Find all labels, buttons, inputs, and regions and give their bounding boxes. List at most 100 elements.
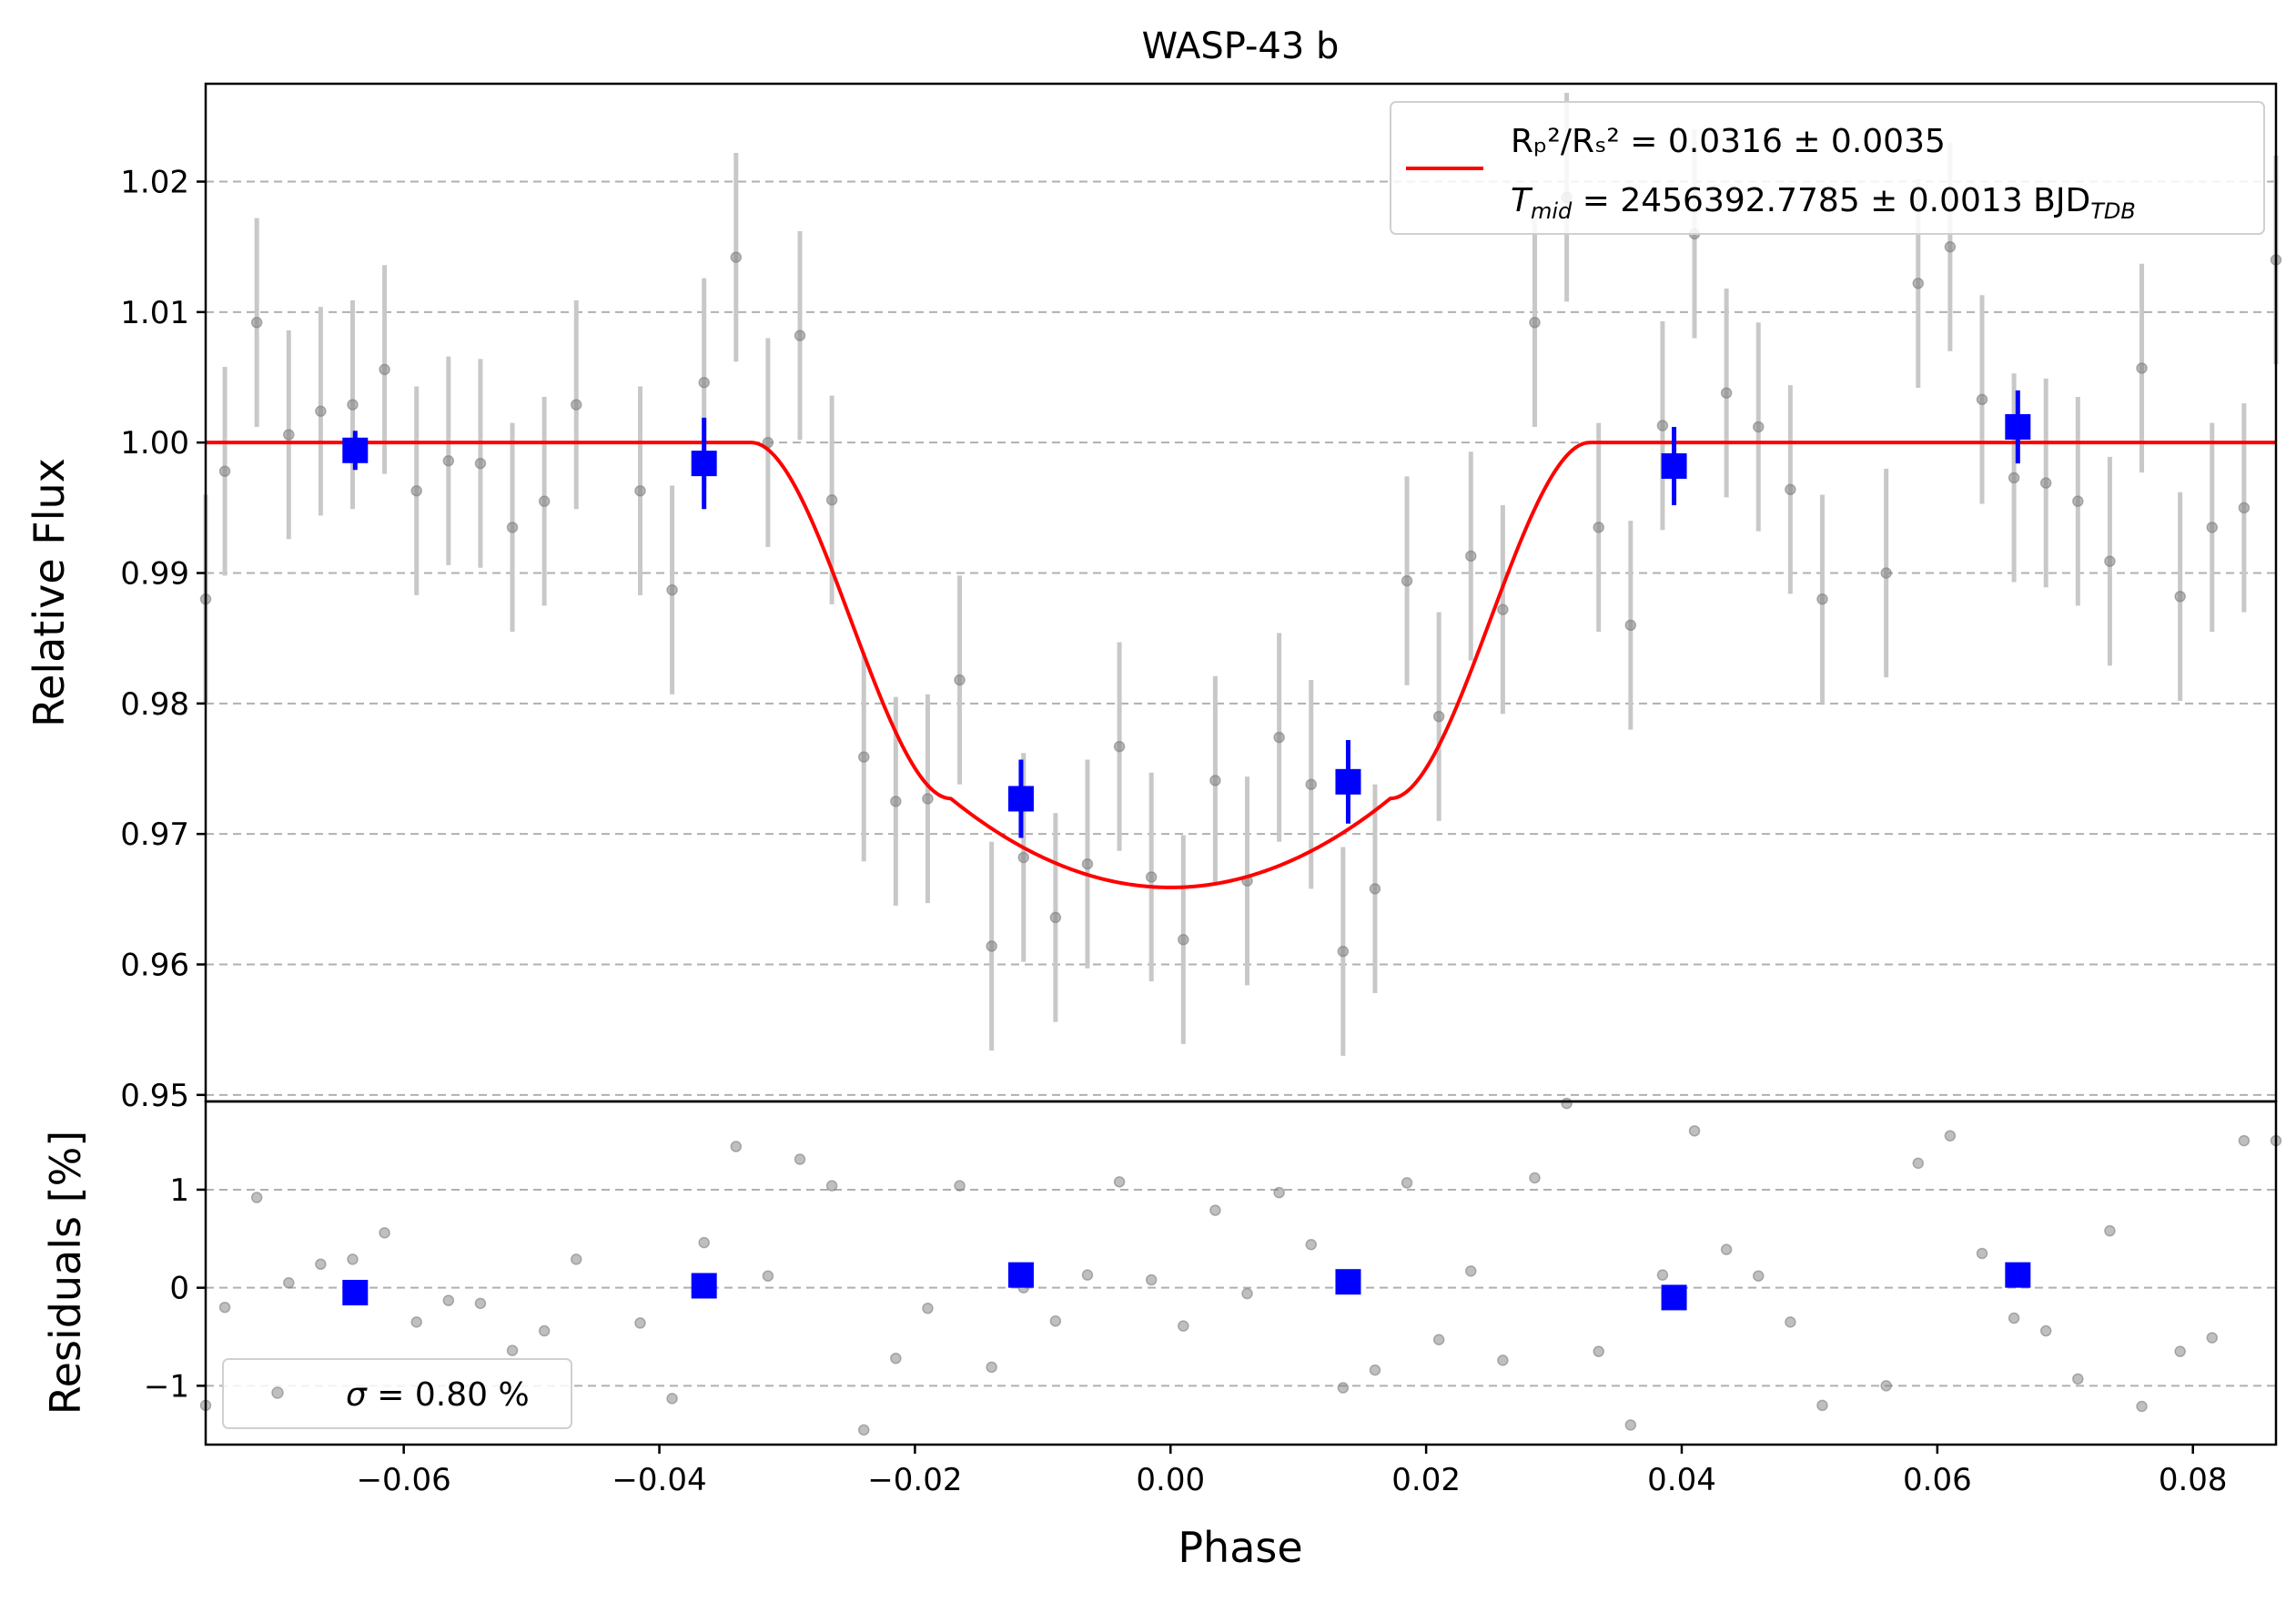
residual-data-point — [1241, 1287, 1253, 1300]
flux-data-point — [2008, 472, 2020, 484]
residual-data-point — [890, 1352, 902, 1365]
flux-data-point — [379, 363, 390, 376]
flux-data-point — [1401, 574, 1413, 587]
binned-residual-point — [2005, 1262, 2031, 1288]
residual-data-point — [954, 1180, 966, 1192]
residual-data-point — [1465, 1265, 1477, 1277]
residual-data-point — [2008, 1312, 2020, 1324]
residual-data-point — [250, 1192, 263, 1203]
flux-data-point — [1273, 731, 1285, 744]
flux-data-point — [1145, 871, 1158, 883]
residual-data-point — [2238, 1134, 2250, 1147]
binned-flux-point — [2005, 413, 2031, 440]
flux-data-point — [1976, 393, 1988, 406]
residual-data-point — [1305, 1239, 1317, 1251]
flux-data-point — [1209, 775, 1221, 786]
flux-data-point — [825, 493, 838, 506]
residuals-y-tick-label: −1 — [144, 1368, 189, 1405]
flux-data-point — [986, 940, 997, 952]
binned-flux-point — [1335, 768, 1361, 795]
residual-data-point — [2039, 1324, 2052, 1337]
flux-data-point — [538, 495, 551, 507]
binned-flux-point — [691, 451, 717, 477]
flux-data-point — [1369, 883, 1381, 895]
residual-data-point — [347, 1253, 359, 1265]
flux-data-point — [2174, 591, 2186, 603]
flux-data-point — [315, 405, 327, 418]
flux-panel: 0.95 0.96 0.97 0.98 0.99 1.00 1.01 1.02 — [120, 82, 2282, 1114]
flux-data-point — [922, 793, 934, 805]
flux-data-point — [1656, 420, 1669, 431]
flux-data-point — [2039, 477, 2052, 489]
x-tick-label: −0.06 — [357, 1462, 451, 1498]
chart-title: WASP-43 b — [1142, 25, 1340, 67]
residual-data-point — [857, 1424, 870, 1436]
flux-data-point — [2104, 555, 2116, 567]
residual-data-point — [1081, 1269, 1094, 1281]
binned-residual-point — [691, 1273, 717, 1299]
residual-data-point — [1497, 1354, 1509, 1366]
flux-data-point — [730, 251, 743, 263]
legend-depth-label: Rₚ²/Rₛ² = 0.0316 ± 0.0035 — [1511, 123, 1946, 160]
flux-data-point — [2136, 362, 2148, 374]
flux-data-point — [1720, 387, 1733, 399]
x-axis-label: Phase — [1178, 1523, 1302, 1572]
x-tick-label: 0.00 — [1136, 1462, 1205, 1498]
residual-data-point — [1688, 1125, 1701, 1137]
residual-data-point — [2206, 1332, 2219, 1344]
flux-y-tick-label: 1.00 — [120, 425, 189, 462]
binned-residual-point — [1661, 1284, 1687, 1311]
binned-flux-point — [1007, 786, 1034, 812]
residual-data-point — [1944, 1130, 1957, 1141]
residual-data-point — [1561, 1097, 1573, 1110]
flux-data-point — [2238, 502, 2250, 514]
flux-legend: Rₚ²/Rₛ² = 0.0316 ± 0.0035 Tmid = 2456392… — [1390, 101, 2265, 235]
residuals-y-axis-label: Residuals [%] — [41, 1131, 90, 1415]
legend-tmid-label: Tmid = 2456392.7785 ± 0.0013 BJDTDB — [1511, 182, 2136, 224]
flux-data-point — [1178, 934, 1189, 946]
residual-data-point — [1113, 1176, 1126, 1188]
flux-y-tick-label: 0.96 — [120, 948, 189, 984]
binned-residual-point — [1335, 1269, 1361, 1295]
flux-data-point — [250, 317, 263, 329]
flux-data-points — [199, 191, 2282, 958]
binned-residual-point — [342, 1280, 369, 1306]
flux-data-point — [283, 429, 295, 441]
residuals-legend-box — [222, 1358, 572, 1429]
flux-data-point — [890, 796, 902, 807]
flux-data-point — [571, 399, 582, 411]
x-tick-label: −0.02 — [867, 1462, 962, 1498]
residual-data-point — [825, 1180, 838, 1192]
flux-data-point — [1305, 778, 1317, 790]
flux-data-point — [1816, 593, 1828, 605]
residual-data-point — [1976, 1247, 1988, 1260]
flux-data-point — [1017, 851, 1030, 864]
residual-data-point — [1401, 1177, 1413, 1189]
residual-data-point — [698, 1236, 710, 1249]
residual-data-point — [1529, 1172, 1541, 1184]
flux-data-point — [442, 454, 455, 467]
flux-data-point — [666, 583, 678, 596]
residual-data-point — [922, 1303, 934, 1314]
residual-data-point — [315, 1258, 327, 1271]
residuals-y-tick-label: 1 — [169, 1172, 189, 1209]
residual-data-point — [794, 1153, 806, 1165]
residual-data-point — [538, 1324, 551, 1337]
residual-data-point — [1178, 1320, 1189, 1332]
residuals-panel-frame — [204, 1100, 2278, 1446]
binned-residual-point — [1007, 1262, 1034, 1288]
flux-y-ticks: 0.95 0.96 0.97 0.98 0.99 1.00 1.01 1.02 — [120, 165, 206, 1114]
residual-data-point — [218, 1301, 231, 1314]
flux-y-tick-label: 1.02 — [120, 165, 189, 201]
flux-data-point — [698, 376, 710, 389]
residual-data-point — [506, 1344, 519, 1356]
residual-data-point — [1753, 1270, 1765, 1282]
flux-data-point — [410, 484, 422, 497]
flux-data-point — [857, 751, 870, 763]
binned-flux-point — [342, 437, 369, 463]
residual-data-point — [410, 1316, 422, 1328]
flux-data-point — [1529, 317, 1541, 329]
residuals-y-ticks: −1 0 1 — [144, 1172, 206, 1405]
legend-residual-marker — [271, 1386, 284, 1399]
transit-model-line — [206, 441, 2276, 889]
